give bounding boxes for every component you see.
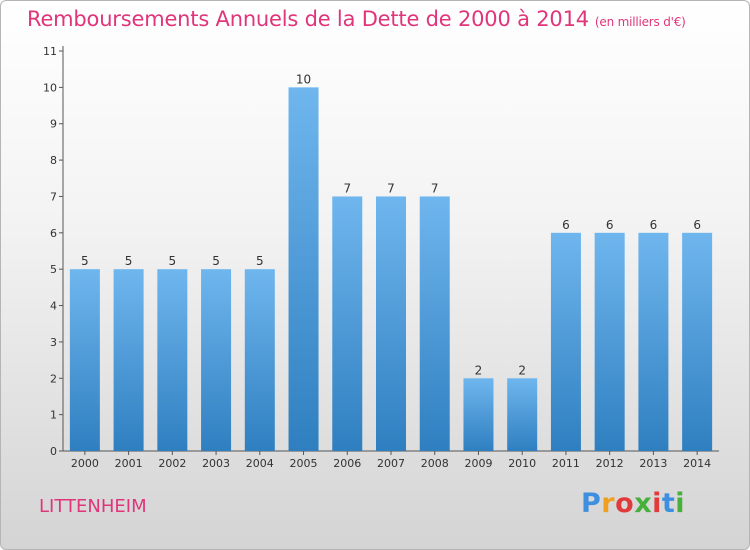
logo-letter: i: [675, 488, 686, 519]
x-tick-label-2004: 2004: [246, 457, 274, 470]
data-label-2003: 5: [212, 254, 220, 268]
logo-letter: o: [615, 488, 635, 519]
x-tick-label-2008: 2008: [421, 457, 449, 470]
data-label-2006: 7: [343, 181, 351, 195]
x-tick-label-2007: 2007: [377, 457, 405, 470]
y-tick-label: 8: [50, 154, 57, 167]
bar-2011: [550, 232, 581, 451]
x-tick-label-2009: 2009: [464, 457, 492, 470]
data-label-2013: 6: [650, 218, 658, 232]
bar-2007: [376, 196, 406, 451]
bar-2010: [507, 378, 538, 451]
x-tick-label-2001: 2001: [115, 457, 143, 470]
y-tick-label: 9: [50, 118, 57, 131]
data-label-2000: 5: [81, 254, 89, 268]
y-tick-label: 10: [43, 81, 57, 94]
bar-2004: [244, 269, 275, 451]
y-tick-label: 4: [50, 300, 57, 313]
bar-2012: [594, 232, 625, 451]
data-label-2004: 5: [256, 254, 264, 268]
logo-letter: i: [652, 488, 662, 519]
logo-letter: t: [661, 488, 676, 519]
y-tick-label: 7: [50, 190, 57, 203]
logo-letter: r: [601, 488, 616, 519]
x-tick-label-2012: 2012: [596, 457, 624, 470]
data-label-2001: 5: [125, 254, 133, 268]
x-tick-label-2000: 2000: [71, 457, 99, 470]
bar-2008: [419, 196, 450, 451]
data-label-2007: 7: [387, 181, 395, 195]
bar-2000: [69, 269, 100, 451]
bar-2001: [113, 269, 144, 451]
bar-2014: [682, 232, 713, 451]
data-label-2008: 7: [431, 181, 439, 195]
chart-title-text: Remboursements Annuels de la Dette de 20…: [27, 7, 589, 31]
y-tick-label: 6: [50, 227, 57, 240]
chart-title: Remboursements Annuels de la Dette de 20…: [27, 7, 686, 31]
y-tick-label: 0: [50, 445, 57, 458]
data-label-2010: 2: [518, 363, 526, 377]
bar-2009: [463, 378, 494, 451]
bar-2006: [332, 196, 363, 451]
x-tick-label-2011: 2011: [552, 457, 580, 470]
y-tick-label: 1: [50, 409, 57, 422]
data-label-2011: 6: [562, 218, 570, 232]
bar-2003: [201, 269, 232, 451]
x-tick-label-2002: 2002: [158, 457, 186, 470]
x-tick-label-2010: 2010: [508, 457, 536, 470]
x-tick-label-2014: 2014: [683, 457, 711, 470]
y-tick-label: 3: [50, 336, 57, 349]
y-tick-label: 11: [43, 45, 57, 58]
data-label-2005: 10: [296, 72, 311, 86]
x-tick-label-2013: 2013: [639, 457, 667, 470]
data-label-2002: 5: [169, 254, 177, 268]
bar-2013: [638, 232, 669, 451]
commune-name: LITTENHEIM: [39, 496, 147, 517]
bar-2002: [157, 269, 188, 451]
chart-subtitle: (en milliers d'€): [594, 15, 686, 29]
x-tick-label-2006: 2006: [333, 457, 361, 470]
x-tick-label-2005: 2005: [290, 457, 318, 470]
data-label-2009: 2: [475, 363, 483, 377]
data-label-2014: 6: [693, 218, 701, 232]
y-tick-label: 2: [50, 372, 57, 385]
y-tick-label: 5: [50, 263, 57, 276]
logo-letter: P: [581, 488, 602, 519]
bar-2005: [288, 87, 319, 451]
x-tick-label-2003: 2003: [202, 457, 230, 470]
logo-letter: x: [634, 488, 653, 519]
proxiti-logo: Proxiti: [581, 488, 685, 519]
data-label-2012: 6: [606, 218, 614, 232]
